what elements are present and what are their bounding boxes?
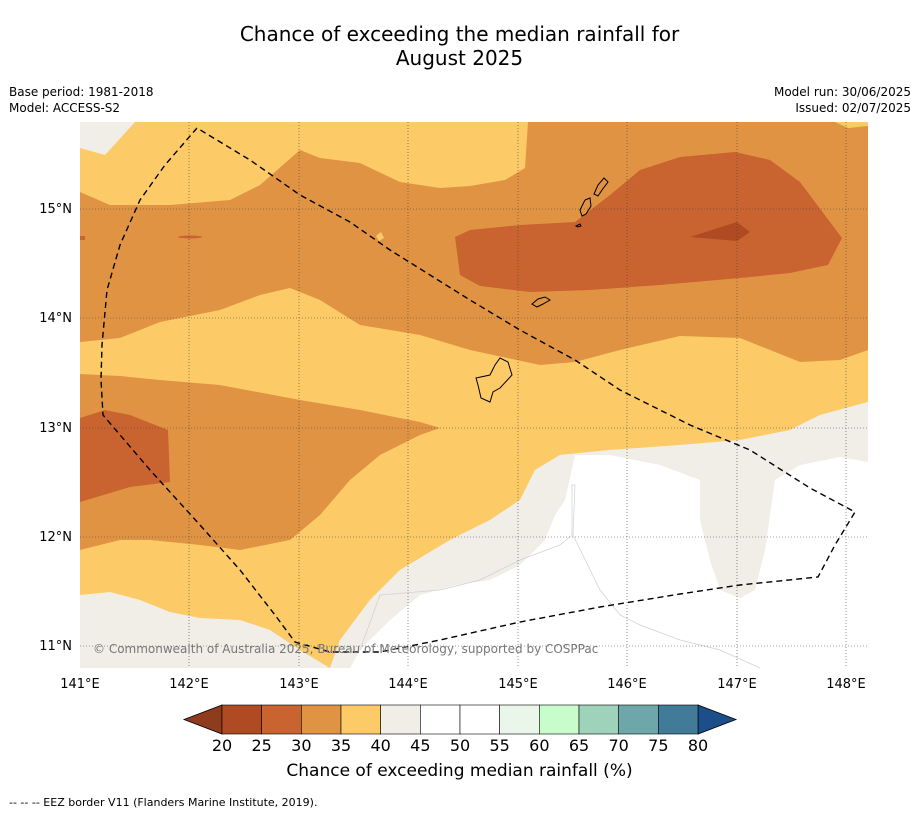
- lon-axis: 141°E 142°E 143°E 144°E 145°E 146°E 147°…: [60, 677, 866, 692]
- contour-35-lower: [80, 374, 440, 550]
- colorbar-bin-65-70: [578, 704, 619, 735]
- copyright-text: © Commonwealth of Australia 2025, Bureau…: [93, 642, 598, 656]
- model-name: Model: ACCESS-S2: [9, 101, 121, 115]
- island-aguijan: [574, 223, 582, 228]
- colorbar-tick-40: 40: [370, 736, 390, 755]
- colorbar-bin-70-75: [618, 704, 659, 735]
- colorbar-bin-20-25: [221, 704, 262, 735]
- colorbar-bin-60-65: [539, 704, 580, 735]
- lat-label-11n: 11°N: [39, 639, 72, 654]
- contour-45-bottom-left: [80, 592, 330, 668]
- contour-30-lower: [80, 410, 170, 502]
- lon-label-143e: 143°E: [279, 677, 319, 692]
- eez-border: [100, 127, 856, 653]
- gridlines: [80, 122, 868, 668]
- colorbar: 20 25 30 35 40 45 50 55 60 65 70 75 80: [182, 704, 738, 755]
- colorbar-bin-25-30: [261, 704, 302, 735]
- contour-30-upper: [455, 152, 842, 292]
- colorbar-tick-60: 60: [529, 736, 549, 755]
- lon-label-144e: 144°E: [388, 677, 428, 692]
- colorbar-bin-40-45: [380, 704, 421, 735]
- lat-label-12n: 12°N: [39, 530, 72, 545]
- lat-label-14n: 14°N: [39, 311, 72, 326]
- speck-left: [80, 236, 85, 240]
- colorbar-under-arrow: [182, 704, 223, 735]
- lon-label-145e: 145°E: [498, 677, 538, 692]
- island-tinian: [579, 197, 592, 217]
- contour-50-region: [350, 455, 868, 668]
- colorbar-bin-75-80: [658, 704, 699, 735]
- colorbar-tick-45: 45: [410, 736, 430, 755]
- contour-40-top-right: [835, 122, 868, 128]
- lon-label-142e: 142°E: [169, 677, 209, 692]
- lon-label-147e: 147°E: [717, 677, 757, 692]
- colorbar-over-arrow: [697, 704, 738, 735]
- map-title: Chance of exceeding the median rainfall …: [0, 22, 919, 70]
- colorbar-tick-70: 70: [608, 736, 628, 755]
- map-title-line2: August 2025: [395, 46, 524, 70]
- colorbar-tick-35: 35: [331, 736, 351, 755]
- colorbar-tick-50: 50: [450, 736, 470, 755]
- colorbar-tick-80: 80: [688, 736, 708, 755]
- colorbar-title: Chance of exceeding median rainfall (%): [286, 761, 633, 781]
- colorbar-tick-55: 55: [489, 736, 509, 755]
- contour-line-a: [359, 484, 761, 668]
- colorbar-tick-20: 20: [212, 736, 232, 755]
- colorbar-bin-30-35: [301, 704, 342, 735]
- lon-label-146e: 146°E: [607, 677, 647, 692]
- meta-left: Base period: 1981-2018 Model: ACCESS-S2: [9, 84, 154, 116]
- map-area: © Commonwealth of Australia 2025, Bureau…: [80, 122, 868, 668]
- lon-label-141e: 141°E: [60, 677, 100, 692]
- colorbar-bin-35-40: [340, 704, 381, 735]
- colorbar-tick-65: 65: [569, 736, 589, 755]
- issued-date: Issued: 02/07/2025: [795, 101, 911, 115]
- contour-25-patch: [690, 222, 750, 241]
- model-run: Model run: 30/06/2025: [773, 85, 911, 99]
- lat-label-15n: 15°N: [39, 202, 72, 217]
- island-guam: [475, 357, 513, 403]
- island-rota: [531, 296, 551, 308]
- colorbar-tick-75: 75: [648, 736, 668, 755]
- base-period: Base period: 1981-2018: [9, 85, 154, 99]
- colorbar-bin-55-60: [499, 704, 540, 735]
- colorbar-tick-30: 30: [291, 736, 311, 755]
- island-saipan: [593, 177, 609, 197]
- speck-yellow: [376, 232, 384, 241]
- meta-right: Model run: 30/06/2025 Issued: 02/07/2025: [774, 84, 911, 116]
- lat-axis: 15°N 14°N 13°N 12°N 11°N: [39, 202, 72, 654]
- colorbar-bin-50-55: [459, 704, 500, 735]
- eez-footnote: -- -- -- EEZ border V11 (Flanders Marine…: [9, 796, 318, 809]
- speck-mid: [178, 235, 202, 239]
- lon-label-148e: 148°E: [826, 677, 866, 692]
- colorbar-tick-25: 25: [251, 736, 271, 755]
- colorbar-bin-45-50: [420, 704, 461, 735]
- contour-40-top-strip: [300, 122, 528, 188]
- map-title-line1: Chance of exceeding the median rainfall …: [239, 22, 680, 46]
- lat-label-13n: 13°N: [39, 421, 72, 436]
